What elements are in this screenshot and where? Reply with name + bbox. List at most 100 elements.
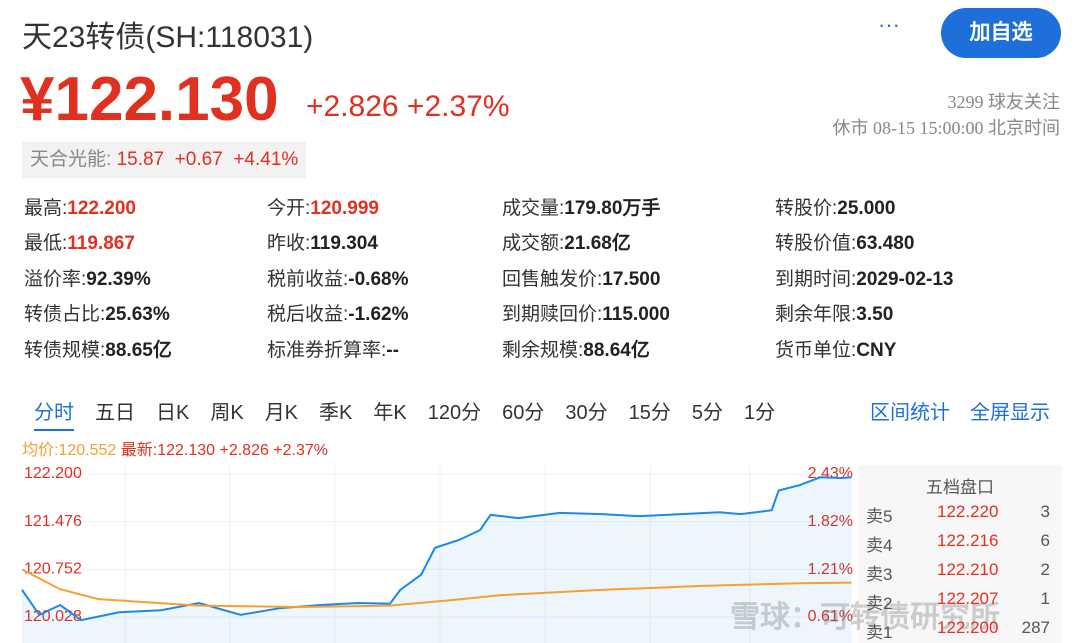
more[interactable]: ···	[878, 12, 900, 37]
tab[interactable]: 分时	[34, 396, 74, 431]
stat-value: 25.000	[837, 198, 896, 219]
stat: 昨收:119.304	[267, 228, 378, 255]
latest-price: 最新:122.130 +2.826 +2.37%	[120, 442, 329, 459]
order-price: 122.210	[937, 560, 999, 579]
order-qty: 2	[1040, 560, 1050, 579]
tab[interactable]: 五日	[95, 402, 135, 424]
stat-label: 成交额:	[502, 233, 565, 254]
avg-price: 均价:120.552	[22, 442, 117, 459]
stat: 最低:119.867	[24, 228, 135, 255]
stock-name: 天合光能:	[30, 149, 112, 170]
stat-label: 最低:	[24, 233, 68, 254]
stat: 到期赎回价:115.000	[502, 299, 670, 326]
stat-label: 转债规模:	[24, 340, 106, 361]
stat: 到期时间:2029-02-13	[775, 264, 953, 291]
stat-value: --	[386, 340, 399, 361]
stat: 转股价:25.000	[775, 193, 895, 220]
stat-value: -0.68%	[348, 269, 409, 290]
stat: 转债占比:25.63%	[24, 299, 170, 326]
stat-label: 转股价:	[775, 198, 838, 219]
order-side: 卖2	[866, 594, 893, 613]
stat-label: 剩余规模:	[502, 340, 584, 361]
order-price: 122.216	[937, 531, 999, 550]
stat-value: 119.304	[310, 233, 378, 254]
tab[interactable]: 5分	[691, 402, 723, 424]
order-price: 122.200	[937, 618, 999, 637]
series-line	[21, 476, 852, 622]
stat: 转债规模:88.65亿	[24, 335, 172, 362]
stat-value: 17.500	[602, 269, 661, 290]
related-stock[interactable]: 天合光能: 15.87 +0.67 +4.41%	[22, 142, 307, 178]
y-tick-label: 120.752	[24, 561, 82, 578]
tab[interactable]: 120分	[427, 402, 482, 424]
stat: 剩余规模:88.64亿	[502, 335, 650, 362]
stat-label: 到期时间:	[775, 269, 857, 290]
stat-value: 120.999	[310, 198, 379, 219]
info-line: 均价:120.552 最新:122.130 +2.826 +2.37%	[22, 436, 328, 460]
order-side: 卖1	[866, 623, 893, 642]
price-change: +2.826 +2.37%	[306, 90, 510, 123]
stat: 最高:122.200	[24, 193, 136, 220]
stat: 税后收益:-1.62%	[267, 299, 408, 326]
stat-label: 成交量:	[502, 198, 565, 219]
stat: 转股价值:63.480	[775, 228, 914, 255]
chart: 122.200121.476120.752120.0282.43%1.82%1.…	[21, 465, 855, 643]
tab-action[interactable]: 全屏显示	[970, 402, 1050, 424]
area	[22, 477, 852, 643]
tab[interactable]: 周K	[210, 402, 244, 424]
stat-label: 税前收益:	[267, 269, 349, 290]
stat-label: 剩余年限:	[775, 304, 857, 325]
stat: 货币单位:CNY	[775, 335, 896, 362]
tab[interactable]: 年K	[373, 402, 407, 424]
tab[interactable]: 日K	[156, 402, 190, 424]
series-line	[21, 568, 852, 608]
tab[interactable]: 15分	[628, 402, 671, 424]
stat-label: 回售触发价:	[502, 269, 603, 290]
tab-action[interactable]: 区间统计	[870, 402, 950, 424]
tab[interactable]: 1分	[743, 402, 776, 424]
stat-value: -1.62%	[348, 304, 409, 325]
order-side: 卖5	[866, 507, 893, 526]
tab[interactable]: 60分	[502, 402, 545, 424]
stat-label: 标准券折算率:	[267, 340, 387, 361]
tab[interactable]: 30分	[565, 402, 608, 424]
stat: 标准券折算率:--	[267, 335, 399, 362]
order-qty: 287	[1021, 618, 1050, 637]
stat-label: 溢价率:	[24, 269, 87, 290]
stat: 溢价率:92.39%	[24, 264, 151, 291]
stat-value: 63.480	[856, 233, 915, 254]
order-side: 卖3	[866, 565, 893, 584]
order-price: 122.220	[937, 502, 999, 521]
order-book-title: 五档盘口	[926, 478, 994, 497]
stat: 回售触发价:17.500	[502, 264, 660, 291]
followers: 3299 球友关注	[947, 92, 1061, 112]
stat-value: 2029-02-13	[856, 269, 954, 290]
stat-value: 21.68亿	[564, 233, 631, 254]
stat-label: 最高:	[24, 198, 68, 219]
stat-value: 88.65亿	[105, 340, 172, 361]
stat-label: 税后收益:	[267, 304, 349, 325]
stock-percent: +4.41%	[233, 149, 299, 170]
stock-change: +0.67	[174, 149, 223, 170]
follow-button[interactable]: 加自选	[941, 8, 1061, 58]
stat-value: 88.64亿	[583, 340, 650, 361]
stat-value: CNY	[856, 340, 897, 361]
stat: 剩余年限:3.50	[775, 299, 893, 326]
stat: 成交额:21.68亿	[502, 228, 631, 255]
stat-value: 92.39%	[86, 269, 151, 290]
stat-label: 货币单位:	[775, 340, 857, 361]
stat-value: 115.000	[602, 304, 670, 325]
stat: 成交量:179.80万手	[502, 193, 660, 220]
tab[interactable]: 月K	[264, 402, 299, 424]
order-qty: 3	[1040, 502, 1050, 521]
stat-label: 今开:	[267, 198, 311, 219]
stat-value: 179.80万手	[564, 198, 661, 219]
tab[interactable]: 季K	[319, 402, 353, 424]
stat: 今开:120.999	[267, 193, 379, 220]
order-book: 五档盘口	[858, 465, 1062, 643]
order-side: 卖4	[866, 536, 893, 555]
y-tick-label: 122.200	[24, 465, 82, 482]
stat-label: 昨收:	[267, 233, 311, 254]
price: ¥122.130	[20, 65, 279, 134]
